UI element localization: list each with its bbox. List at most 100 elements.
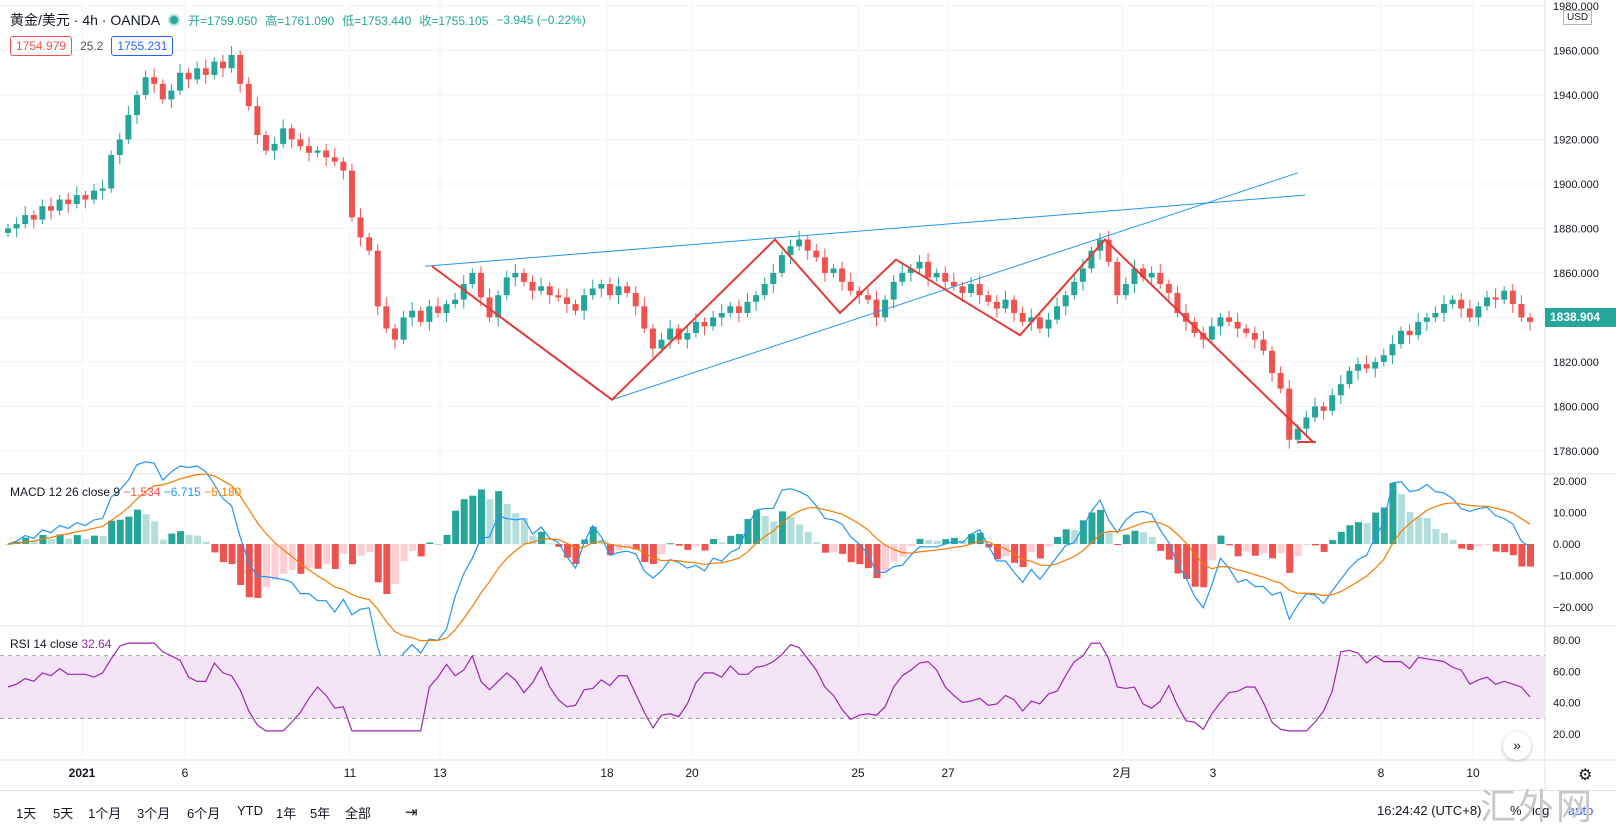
candle-body (615, 286, 622, 296)
candle-body (710, 317, 717, 327)
macd-histogram-bar (847, 544, 855, 563)
candle-body (1062, 295, 1069, 307)
range-6m-button[interactable]: 6个月 (187, 806, 221, 821)
time-tick-label: 13 (433, 766, 447, 780)
candle-body (520, 272, 527, 282)
candle-body (512, 272, 519, 278)
candle-body (280, 128, 287, 144)
macd-histogram-bar (907, 544, 915, 547)
clock-timezone[interactable]: 16:24:42 (UTC+8) (1377, 803, 1482, 818)
candle-body (1398, 330, 1405, 345)
ohlc-high: 高=1761.090 (265, 13, 335, 28)
macd-histogram-bar (882, 544, 890, 572)
candle-body (39, 206, 46, 220)
macd-histogram-bar (417, 544, 425, 557)
range-1m-button[interactable]: 1个月 (88, 806, 122, 821)
candle-body (348, 170, 355, 218)
candle-body (22, 215, 29, 224)
candle-body (555, 295, 562, 298)
macd-histogram-bar (1303, 544, 1311, 545)
candle-body (374, 250, 381, 307)
macd-histogram-bar (1140, 532, 1148, 544)
candle-body (813, 250, 820, 258)
macd-histogram-bar (993, 544, 1001, 560)
macd-histogram-bar (942, 539, 950, 544)
currency-badge[interactable]: USD (1563, 10, 1593, 25)
log-toggle[interactable]: log (1532, 803, 1550, 818)
candle-body (1105, 239, 1112, 262)
candle-body (245, 83, 252, 107)
candle-body (323, 150, 330, 158)
macd-histogram-bar (1208, 544, 1216, 561)
macd-histogram-bar (572, 544, 580, 564)
macd-histogram-bar (968, 534, 976, 544)
symbol-label[interactable]: 黄金/美元 · 4h · OANDA (10, 12, 161, 28)
macd-histogram-bar (495, 491, 503, 544)
macd-histogram-bar (813, 542, 821, 544)
macd-histogram-bar (348, 544, 356, 565)
candle-body (925, 261, 932, 278)
candle-body (400, 317, 407, 340)
macd-signal-value: −5.180 (204, 485, 242, 499)
candle-body (624, 286, 631, 293)
macd-histogram-bar (1466, 544, 1474, 550)
macd-histogram-bar (219, 544, 227, 563)
macd-histogram-bar (761, 515, 769, 544)
percent-toggle[interactable]: % (1510, 803, 1522, 818)
range-ytd-button[interactable]: YTD (237, 803, 263, 818)
macd-histogram-bar (151, 521, 159, 544)
bid-price[interactable]: 1754.979 (10, 36, 73, 56)
candle-body (1251, 332, 1258, 340)
candle-body (168, 90, 175, 100)
scroll-to-realtime-button[interactable]: » (1503, 732, 1531, 760)
macd-histogram-bar (1492, 544, 1500, 552)
goto-date-icon[interactable]: ⇥ (405, 804, 418, 821)
candle-body (882, 299, 889, 318)
settings-gear-icon[interactable]: ⚙ (1578, 767, 1593, 784)
macd-tick-label: 10.000 (1553, 508, 1587, 520)
candle-body (1389, 344, 1396, 356)
price-tick-label: 1960.000 (1553, 45, 1599, 57)
macd-histogram-bar (486, 499, 494, 544)
macd-histogram-bar (658, 544, 666, 555)
range-1y-button[interactable]: 1年 (276, 806, 297, 821)
range-5y-button[interactable]: 5年 (310, 806, 331, 821)
macd-histogram-bar (108, 520, 116, 544)
ask-price[interactable]: 1755.231 (111, 36, 174, 56)
candle-body (761, 284, 768, 296)
time-tick-label: 2月 (1113, 766, 1132, 780)
range-3m-button[interactable]: 3个月 (137, 806, 171, 821)
candle-body (1509, 290, 1516, 305)
macd-histogram-bar (1458, 544, 1466, 549)
candle-body (340, 161, 347, 171)
range-1d-button[interactable]: 1天 (16, 806, 37, 821)
candle-body (495, 295, 502, 318)
macd-histogram-bar (1329, 540, 1337, 544)
price-tick-label: 1820.000 (1553, 357, 1599, 369)
macd-histogram-bar (710, 538, 718, 544)
macd-histogram-bar (1097, 509, 1105, 544)
macd-histogram-bar (211, 544, 219, 553)
macd-histogram-bar (796, 524, 804, 544)
macd-histogram-bar (821, 544, 829, 553)
candle-body (1432, 312, 1439, 318)
candle-body (1484, 297, 1491, 307)
rsi-legend[interactable]: RSI 14 close 32.64 (10, 637, 111, 651)
macd-histogram-bar (262, 544, 270, 588)
range-all-button[interactable]: 全部 (345, 806, 372, 821)
macd-histogram-bar (1054, 536, 1062, 544)
macd-histogram-bar (615, 544, 623, 551)
candle-body (1501, 290, 1508, 300)
candle-body (581, 295, 588, 311)
macd-label: MACD 12 26 close 9 (10, 485, 121, 499)
range-5d-button[interactable]: 5天 (53, 806, 74, 821)
macd-legend[interactable]: MACD 12 26 close 9 −1.534 −6.715 −5.180 (10, 485, 241, 499)
candle-body (1071, 281, 1078, 296)
macd-histogram-bar (56, 534, 64, 544)
auto-toggle[interactable]: auto (1568, 803, 1594, 818)
candle-body (916, 261, 923, 269)
macd-histogram-bar (323, 544, 331, 564)
candle-body (73, 195, 80, 204)
macd-histogram-bar (606, 544, 614, 556)
